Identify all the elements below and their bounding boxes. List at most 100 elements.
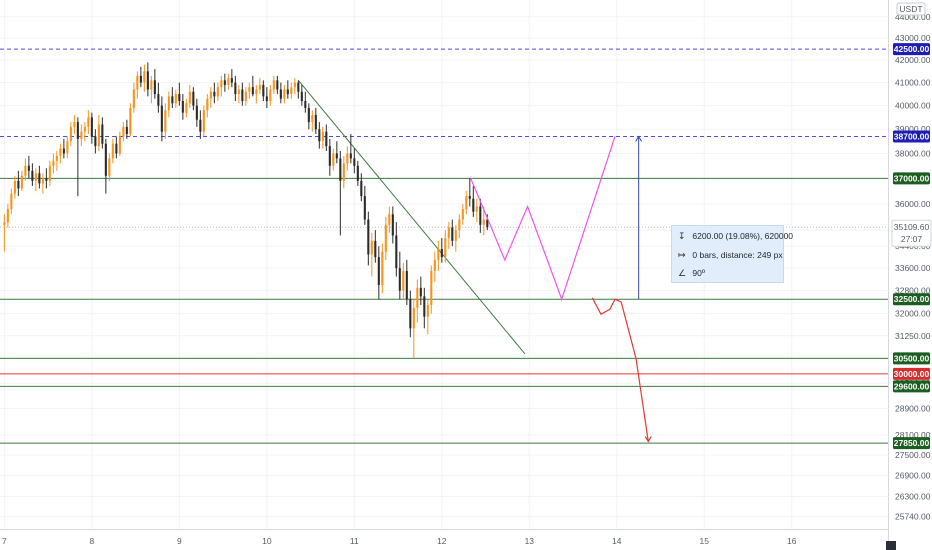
candle-body xyxy=(17,180,20,189)
angle-icon: ∠ xyxy=(678,268,687,278)
candle-body xyxy=(24,165,27,176)
measure-info-box: ↧ 6200.00 (19.08%), 620000 ↦ 0 bars, dis… xyxy=(671,225,793,283)
bearish-arrowhead xyxy=(644,436,652,443)
measure-arrowhead xyxy=(635,135,643,142)
time-tick-label: 9 xyxy=(177,536,182,546)
candle-body xyxy=(223,80,226,85)
candle-body xyxy=(314,115,317,130)
candle-body xyxy=(419,287,422,297)
level-badge-29600.00 xyxy=(893,380,930,393)
level-badge-text: 29600.00 xyxy=(894,381,930,391)
current-price-badge xyxy=(891,219,932,247)
price-tick-label: 36000.00 xyxy=(895,199,931,209)
candle-body xyxy=(167,96,170,111)
currency-label[interactable]: USDT xyxy=(896,2,926,16)
candle-body xyxy=(405,270,408,300)
candle-body xyxy=(94,136,97,147)
candle-body xyxy=(356,165,359,181)
candle-body xyxy=(209,91,212,99)
candle-body xyxy=(230,78,233,83)
measure-tool-layer xyxy=(635,135,643,300)
candle-body xyxy=(311,115,314,123)
candle-body xyxy=(52,160,55,166)
candle-body xyxy=(440,248,443,258)
candle-body xyxy=(59,148,62,156)
candle-body xyxy=(146,71,149,90)
candle-body xyxy=(139,75,142,83)
candle-body xyxy=(178,94,181,101)
candle-body xyxy=(45,178,48,181)
candle-body xyxy=(136,75,139,90)
level-badge-text: 32500.00 xyxy=(894,294,930,304)
candle-body xyxy=(244,91,247,101)
price-tick-label: 28100.00 xyxy=(895,430,931,440)
candle-body xyxy=(41,178,44,184)
price-range-icon: ↧ xyxy=(678,231,686,241)
candle-body xyxy=(398,268,401,291)
time-tick-label: 13 xyxy=(525,536,535,546)
candle-body xyxy=(195,105,198,120)
measure-bars-line: 0 bars, distance: 249 px xyxy=(692,250,783,260)
candle-body xyxy=(69,126,72,142)
candle-body xyxy=(482,219,485,225)
time-tick-label: 16 xyxy=(787,536,797,546)
candle-body xyxy=(38,173,41,184)
candle-body xyxy=(430,270,433,305)
time-tick-label: 15 xyxy=(700,536,710,546)
level-badge-37000.00 xyxy=(893,172,930,185)
candle-body xyxy=(328,146,331,166)
settings-icon[interactable] xyxy=(886,541,896,550)
price-tick-label: 32800.00 xyxy=(895,286,931,296)
candle-body xyxy=(468,196,471,199)
time-axis[interactable]: 7 8 9 10 11 12 13 14 15 16 xyxy=(2,536,797,546)
time-tick-label: 11 xyxy=(350,536,359,546)
candle-body xyxy=(395,235,398,269)
chart-grid xyxy=(0,0,888,529)
candle-body xyxy=(188,91,191,104)
candle-body xyxy=(125,126,128,135)
candle-body xyxy=(220,80,223,88)
candle-body xyxy=(164,110,167,132)
candle-body xyxy=(293,82,296,88)
candle-body xyxy=(185,103,188,113)
candle-body xyxy=(101,124,104,144)
candle-body xyxy=(325,131,328,147)
candle-body xyxy=(199,119,202,132)
level-badge-30000.00 xyxy=(893,367,930,380)
candle-body xyxy=(363,196,366,220)
candle-body xyxy=(87,117,90,127)
candle-body xyxy=(48,165,51,181)
candle-body xyxy=(237,89,240,95)
candle-body xyxy=(213,91,216,97)
candle-body xyxy=(251,87,254,95)
candle-body xyxy=(433,259,436,271)
price-tick-label: 42000.00 xyxy=(895,55,931,65)
candle-body xyxy=(129,107,132,135)
candle-body xyxy=(234,82,237,95)
candles-layer xyxy=(3,62,489,359)
candle-body xyxy=(388,214,391,225)
candle-body xyxy=(132,89,135,108)
candle-body xyxy=(307,107,310,123)
price-badges: 42500.00 38700.00 37000.00 32500.00 30500.00… xyxy=(891,43,932,450)
candle-body xyxy=(192,91,195,106)
candle-body xyxy=(104,143,107,176)
candle-body xyxy=(262,84,265,97)
candle-body xyxy=(286,89,289,95)
time-tick-label: 10 xyxy=(262,536,272,546)
candle-body xyxy=(258,84,261,90)
candle-body xyxy=(444,238,447,258)
candle-body xyxy=(160,105,163,132)
price-tick-label: 26300.00 xyxy=(895,492,931,502)
candle-body xyxy=(486,219,489,228)
candle-body xyxy=(83,126,86,132)
candle-body xyxy=(283,89,286,99)
countdown-text: 27:07 xyxy=(901,234,923,244)
candle-body xyxy=(108,158,111,176)
candle-body xyxy=(181,100,184,113)
price-tick-label: 31250.00 xyxy=(895,331,931,341)
candle-body xyxy=(475,206,478,212)
candle-body xyxy=(416,287,419,308)
axis-corner-gear[interactable] xyxy=(886,530,932,550)
